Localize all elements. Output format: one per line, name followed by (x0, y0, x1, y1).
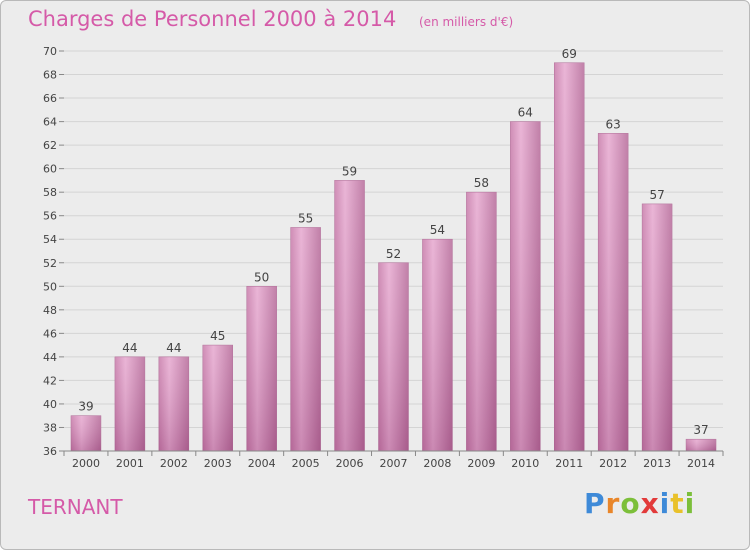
x-tick-label: 2001 (116, 457, 144, 470)
data-label: 63 (606, 117, 621, 131)
y-tick-label: 66 (43, 92, 57, 105)
bar-shade (642, 203, 673, 451)
y-tick-label: 40 (43, 398, 57, 411)
bar-shade (246, 286, 277, 451)
bar-shade (378, 262, 409, 451)
data-label: 45 (210, 329, 225, 343)
bar-shade (554, 62, 585, 451)
x-tick-label: 2009 (467, 457, 495, 470)
logo-letter: o (620, 487, 641, 520)
data-labels: 39 44 44 45 50 55 59 52 54 58 64 69 63 57 37 (78, 47, 708, 437)
y-tick-label: 56 (43, 210, 57, 223)
chart-subtitle: (en milliers d'€) (419, 15, 514, 29)
bar-shade (71, 415, 101, 451)
bar-shade (686, 439, 716, 451)
chart-title: Charges de Personnel 2000 à 2014 (28, 7, 397, 31)
bar-shade (598, 133, 629, 451)
place-name: TERNANT (28, 495, 123, 519)
x-tick-label: 2007 (380, 457, 408, 470)
y-tick-label: 70 (43, 45, 57, 58)
y-tick-label: 48 (43, 304, 57, 317)
data-label: 39 (78, 400, 93, 414)
y-tick-label: 46 (43, 327, 57, 340)
data-label: 58 (474, 176, 489, 190)
bar-shade (510, 121, 541, 452)
y-tick-label: 68 (43, 69, 57, 82)
data-label: 55 (298, 211, 313, 225)
y-tick-label: 44 (43, 351, 57, 364)
logo-letter: i (684, 487, 696, 520)
y-tick-label: 38 (43, 421, 57, 434)
bar-shade (114, 356, 145, 451)
x-tick-label: 2010 (511, 457, 539, 470)
logo-letter: t (670, 487, 685, 520)
x-tick-label: 2006 (336, 457, 364, 470)
bar-shade (290, 227, 321, 451)
data-label: 37 (693, 423, 708, 437)
logo-letter: P (584, 487, 606, 520)
logo-letter: r (605, 487, 621, 520)
y-tick-label: 54 (43, 233, 57, 246)
bar-shade (334, 180, 365, 452)
y-axis-ticks: 36 38 40 42 44 46 48 50 52 54 56 58 60 62 64 66 68 70 (43, 45, 64, 458)
x-tick-label: 2011 (555, 457, 583, 470)
x-tick-label: 2012 (599, 457, 627, 470)
y-tick-label: 62 (43, 139, 57, 152)
y-tick-label: 60 (43, 163, 57, 176)
x-tick-label: 2005 (292, 457, 320, 470)
data-label: 54 (430, 223, 445, 237)
bars (70, 62, 717, 452)
chart-title-block: Charges de Personnel 2000 à 2014 (en mil… (28, 7, 513, 31)
data-label: 44 (122, 341, 137, 355)
y-tick-label: 58 (43, 186, 57, 199)
x-tick-label: 2014 (687, 457, 715, 470)
y-tick-label: 50 (43, 280, 57, 293)
data-label: 59 (342, 164, 357, 178)
data-label: 44 (166, 341, 181, 355)
x-axis-ticks: 2000 2001 2002 2003 2004 2005 2006 2007 2008 2009… (63, 451, 724, 470)
x-tick-label: 2000 (72, 457, 100, 470)
bar-shade (466, 192, 497, 452)
bar-shade (158, 356, 189, 451)
y-tick-label: 36 (43, 445, 57, 458)
y-tick-label: 64 (43, 116, 57, 129)
data-label: 52 (386, 247, 401, 261)
bar-shade (202, 345, 233, 451)
x-tick-label: 2002 (160, 457, 188, 470)
x-tick-label: 2008 (423, 457, 451, 470)
proxiti-logo: Proxiti (584, 487, 695, 520)
logo-letter: i (659, 487, 671, 520)
bar-shade (422, 239, 453, 451)
logo-letter: x (640, 487, 660, 520)
x-tick-label: 2003 (204, 457, 232, 470)
x-tick-label: 2013 (643, 457, 671, 470)
y-tick-label: 42 (43, 374, 57, 387)
data-label: 64 (518, 106, 533, 120)
data-label: 69 (562, 47, 577, 61)
data-label: 57 (649, 188, 664, 202)
y-tick-label: 52 (43, 257, 57, 270)
x-tick-label: 2004 (248, 457, 276, 470)
data-label: 50 (254, 270, 269, 284)
